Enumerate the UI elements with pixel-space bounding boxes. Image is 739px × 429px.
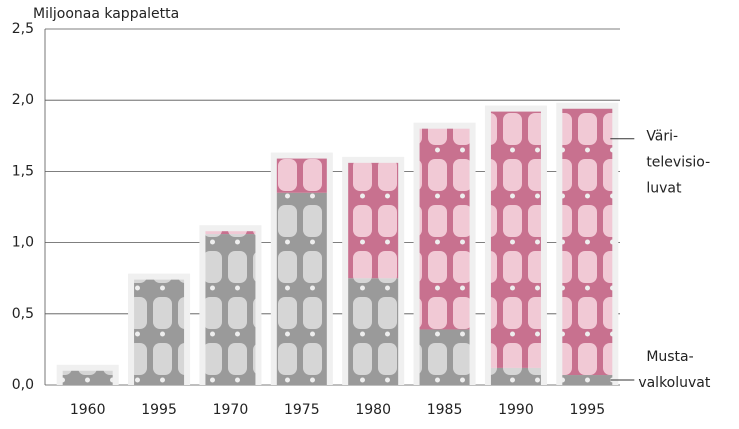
bar-segment [276,192,327,385]
y-tick-label: 1,0 [12,235,34,251]
bar-segment [205,234,256,385]
x-tick-label: 1995 [141,402,177,418]
bar-segment [419,329,470,385]
bar-segment [490,111,541,368]
y-tick-label: 0,0 [12,377,34,393]
bar-segment [562,108,613,376]
bar-segment [348,162,399,279]
x-tick-label: 1960 [70,402,106,418]
legend-label: Musta-valkoluvat [638,349,711,391]
y-tick-label: 2,0 [12,92,34,108]
y-tick-label: 2,5 [12,21,34,37]
bar-segment [276,158,327,193]
bar-segment [348,278,399,385]
bar-segment [562,375,613,385]
bar-segment [490,367,541,385]
bar-segment [205,231,256,235]
bar-segment [419,128,470,330]
x-tick-label: 1985 [427,402,463,418]
x-tick-label: 1970 [213,402,249,418]
y-axis-label: Miljoonaa kappaletta [33,6,179,22]
x-tick-label: 1980 [355,402,391,418]
x-tick-label: 1975 [284,402,320,418]
y-tick-label: 1,5 [12,163,34,179]
y-tick-label: 0,5 [12,306,34,322]
x-tick-label: 1990 [498,402,534,418]
bar-segment [134,279,185,385]
legend-label: Väri-televisio-luvat [646,129,710,197]
bar-segment [62,370,113,385]
x-tick-label: 1995 [569,402,605,418]
